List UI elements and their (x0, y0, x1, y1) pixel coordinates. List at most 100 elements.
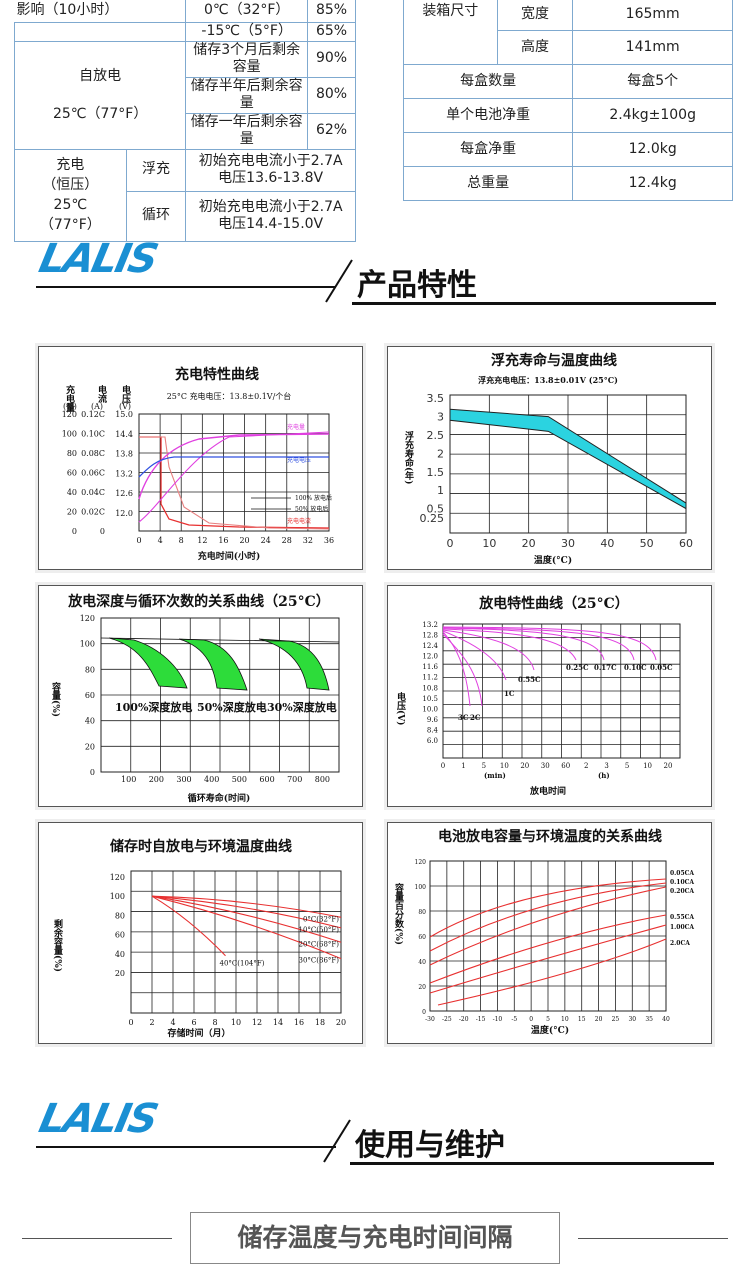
band-30 (258, 638, 330, 691)
series-label: 20°C(68°F) (299, 940, 340, 948)
x-axis-label: 温度(°C) (534, 554, 572, 566)
x-tick-label: 0 (128, 1018, 133, 1027)
y-axis-label: 浮充寿命(年) (403, 430, 415, 485)
x-tick-label: 15 (578, 1016, 586, 1023)
chart-title: 电池放电容量与环境温度的关系曲线 (438, 828, 662, 845)
y-tick-label: 0.25 (420, 512, 445, 525)
series-label: 0.10CA (670, 879, 694, 886)
x-tick-label: 35 (645, 1016, 653, 1023)
x-tick-label: -10 (493, 1016, 503, 1023)
x-tick-label: 2 (584, 762, 588, 770)
x-tick-label: 300 (176, 775, 191, 784)
x-tick-label: 20 (239, 536, 249, 545)
series-label: 3C (458, 713, 469, 722)
chart-subtitle: 25°C 充电电压：13.8±0.1V/个台 (167, 391, 292, 401)
series-label: 0.55CA (670, 914, 694, 921)
y-axis-label: 容量(%) (50, 681, 62, 717)
y-tick-label: 0.04C (81, 488, 105, 497)
series-label: 2C (470, 713, 481, 722)
y-tick-label: 80 (67, 449, 77, 458)
y-tick-label: 11.2 (422, 674, 438, 682)
x-unit-min: (min) (484, 771, 506, 780)
x-axis-label: 温度(°C) (531, 1024, 569, 1036)
width-value: 165mm (572, 0, 733, 31)
storage-curve (151, 895, 226, 957)
x-tick-label: 14 (273, 1018, 283, 1027)
x-tick-label: 800 (315, 775, 330, 784)
y-tick-label: 11.6 (422, 663, 438, 671)
x-tick-label: 2 (149, 1018, 154, 1027)
y-tick-label: 100 (110, 892, 125, 901)
y-tick-label: 0 (90, 768, 95, 777)
y-tick-label: 60 (67, 469, 77, 478)
temp-m15: -15℃（5°F） (185, 22, 309, 42)
unit: (A) (91, 402, 103, 411)
chart-title: 放电特性曲线（25°C） (478, 595, 629, 612)
label-capacity: 充电量 (287, 423, 305, 431)
charge-label: 充电 （恒压） 25℃ （77°F） (14, 148, 127, 242)
x-tick-label: 12 (197, 536, 207, 545)
storage-6m-value: 80% (307, 76, 356, 114)
x-tick-label: 60 (679, 537, 693, 550)
series-label: 0.20CA (670, 888, 694, 895)
y-tick-label: 6.0 (427, 737, 438, 745)
x-tick-label: 10 (231, 1018, 241, 1027)
series-label: 0.05C (650, 663, 673, 672)
y-tick-label: 8.4 (427, 726, 439, 734)
chart-float-life: 浮充寿命与温度曲线 浮充充电电压：13.8±0.01V (25°C) 浮充寿命(… (387, 346, 712, 570)
unit: (V) (119, 402, 131, 411)
x-tick-label: -5 (511, 1016, 517, 1023)
y-tick-label: 20 (115, 969, 125, 978)
y-tick-label: 10.5 (422, 695, 438, 703)
x-tick-label: 12 (252, 1018, 262, 1027)
height-value: 141mm (572, 30, 733, 65)
float-life-band (449, 408, 687, 510)
qty-label: 每盒数量 (402, 64, 574, 99)
x-tick-label: 400 (204, 775, 219, 784)
y-tick-label: 12.6 (115, 489, 133, 498)
y-tick-label: 40 (115, 950, 125, 959)
x-tick-label: 8 (179, 536, 184, 545)
y-tick-label: 120 (62, 410, 77, 419)
x-tick-label: 28 (282, 536, 292, 545)
chart-self-discharge: 储存时自放电与环境温度曲线 剩余容量(%) 120 100 80 60 40 20 0 2 4… (38, 822, 363, 1044)
chart-title: 放电深度与循环次数的关系曲线（25°C） (67, 593, 330, 610)
series-label: 0.17C (594, 663, 617, 672)
height-label: 高度 (496, 30, 574, 65)
storage-curve (151, 895, 342, 960)
chart-title: 充电特性曲线 (175, 366, 259, 383)
y-tick-label: 100 (62, 430, 77, 439)
spec-table-right: 装箱尺寸 宽度 165mm 高度 141mm 每盒数量 每盒5个 单个电池净重 … (402, 0, 733, 201)
label-voltage: 充电电压 (287, 456, 311, 464)
y-tick-label: 0.12C (81, 410, 105, 419)
label-50: 50% 放电后 (295, 505, 328, 513)
float-desc: 初始充电电流小于2.7A 电压13.6-13.8V (185, 148, 356, 192)
y-tick-label: 80 (115, 911, 125, 920)
x-tick-label: 200 (149, 775, 164, 784)
x-tick-label: 60 (561, 762, 570, 770)
chart-dod-cycles: 放电深度与循环次数的关系曲线（25°C） 容量(%) 120 100 80 60 40 2… (38, 585, 363, 807)
x-tick-label: 10 (482, 537, 496, 550)
y-tick-label: 0.02C (81, 508, 105, 517)
brand-logo: LALIS (35, 1096, 161, 1142)
divider (36, 286, 336, 288)
y-tick-label: 0.06C (81, 469, 105, 478)
cycle-label: 循环 (125, 190, 187, 242)
chart-title: 浮充寿命与温度曲线 (491, 352, 617, 369)
series-label: 10°C(50°F) (299, 926, 340, 934)
unit: (%) (63, 402, 77, 411)
y-tick-label: 3 (437, 411, 444, 424)
x-tick-label: 10 (561, 1016, 569, 1023)
x-tick-label: 30 (561, 537, 575, 550)
float-voltage: 电压13.6-13.8V (218, 170, 324, 186)
curve-current (139, 436, 330, 529)
y-tick-label: 60 (85, 691, 95, 700)
cycle-current: 初始充电电流小于2.7A (198, 198, 343, 215)
y-tick-label: 40 (67, 488, 77, 497)
y-tick-label: 20 (67, 508, 77, 517)
series-label: 100%深度放电 (115, 700, 192, 714)
series-label: 0.55C (518, 675, 541, 684)
x-tick-label: 700 (287, 775, 302, 784)
y-tick-label: 13.2 (422, 621, 438, 629)
y-tick-label: 100 (415, 884, 427, 891)
